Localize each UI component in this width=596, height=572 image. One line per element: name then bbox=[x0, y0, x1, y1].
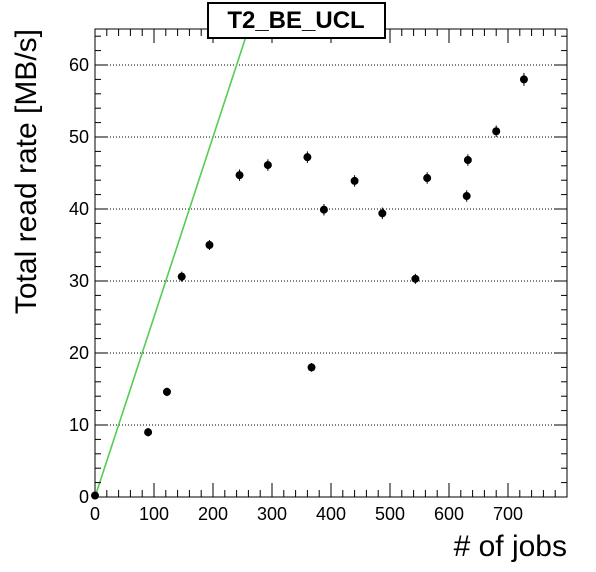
point-marker bbox=[303, 153, 312, 162]
chart-title-box: T2_BE_UCL bbox=[207, 2, 386, 39]
point-marker bbox=[307, 363, 316, 372]
data-point bbox=[519, 72, 528, 86]
data-point bbox=[177, 271, 186, 282]
plot-frame bbox=[94, 28, 568, 498]
data-point bbox=[263, 159, 272, 171]
data-point bbox=[350, 175, 359, 187]
reference-line-group bbox=[94, 28, 250, 498]
y-axis-title: Total read rate [MB/s] bbox=[10, 29, 43, 314]
y-tick-label: 60 bbox=[69, 55, 89, 75]
x-tick-label: 600 bbox=[434, 504, 464, 524]
reference-line bbox=[94, 28, 250, 498]
y-tick-label: 30 bbox=[69, 271, 89, 291]
y-tick-label: 20 bbox=[69, 343, 89, 363]
x-tick-label: 700 bbox=[493, 504, 523, 524]
data-point bbox=[144, 427, 153, 437]
point-marker bbox=[263, 161, 272, 170]
data-point bbox=[462, 190, 471, 202]
data-point bbox=[463, 154, 472, 166]
data-point bbox=[319, 203, 328, 216]
point-marker bbox=[205, 241, 214, 249]
point-marker bbox=[319, 205, 328, 214]
point-marker bbox=[463, 156, 472, 165]
x-tick-label: 0 bbox=[90, 504, 100, 524]
data-point bbox=[235, 169, 244, 181]
data-point bbox=[303, 151, 312, 163]
point-marker bbox=[492, 127, 501, 136]
point-marker bbox=[462, 192, 471, 201]
point-marker bbox=[519, 75, 528, 84]
x-axis-ticks: 0 100 200 300 400 500 600 700 bbox=[90, 29, 556, 524]
x-axis-title: # of jobs bbox=[454, 530, 567, 563]
point-marker bbox=[235, 171, 244, 180]
chart-title: T2_BE_UCL bbox=[227, 7, 364, 34]
grid bbox=[95, 64, 567, 426]
data-point bbox=[162, 387, 171, 397]
point-marker bbox=[162, 387, 171, 396]
y-tick-label: 50 bbox=[69, 127, 89, 147]
x-tick-label: 300 bbox=[257, 504, 287, 524]
point-marker bbox=[350, 176, 359, 185]
data-point bbox=[205, 239, 214, 251]
data-points bbox=[91, 72, 528, 500]
point-marker bbox=[177, 272, 186, 281]
data-point bbox=[378, 207, 387, 220]
y-tick-label: 0 bbox=[79, 487, 89, 507]
data-point bbox=[307, 363, 316, 372]
point-marker bbox=[378, 209, 387, 218]
point-marker bbox=[423, 174, 432, 183]
data-point bbox=[411, 273, 420, 284]
x-tick-label: 500 bbox=[375, 504, 405, 524]
data-point bbox=[492, 125, 501, 137]
x-tick-label: 100 bbox=[139, 504, 169, 524]
data-point bbox=[423, 172, 432, 184]
y-tick-label: 10 bbox=[69, 415, 89, 435]
y-axis-ticks: 0 10 20 30 40 50 60 bbox=[69, 35, 567, 507]
point-marker bbox=[144, 428, 153, 437]
x-tick-label: 400 bbox=[316, 504, 346, 524]
title-background bbox=[207, 2, 386, 39]
point-marker bbox=[411, 274, 420, 283]
y-tick-label: 40 bbox=[69, 199, 89, 219]
x-tick-label: 200 bbox=[198, 504, 228, 524]
